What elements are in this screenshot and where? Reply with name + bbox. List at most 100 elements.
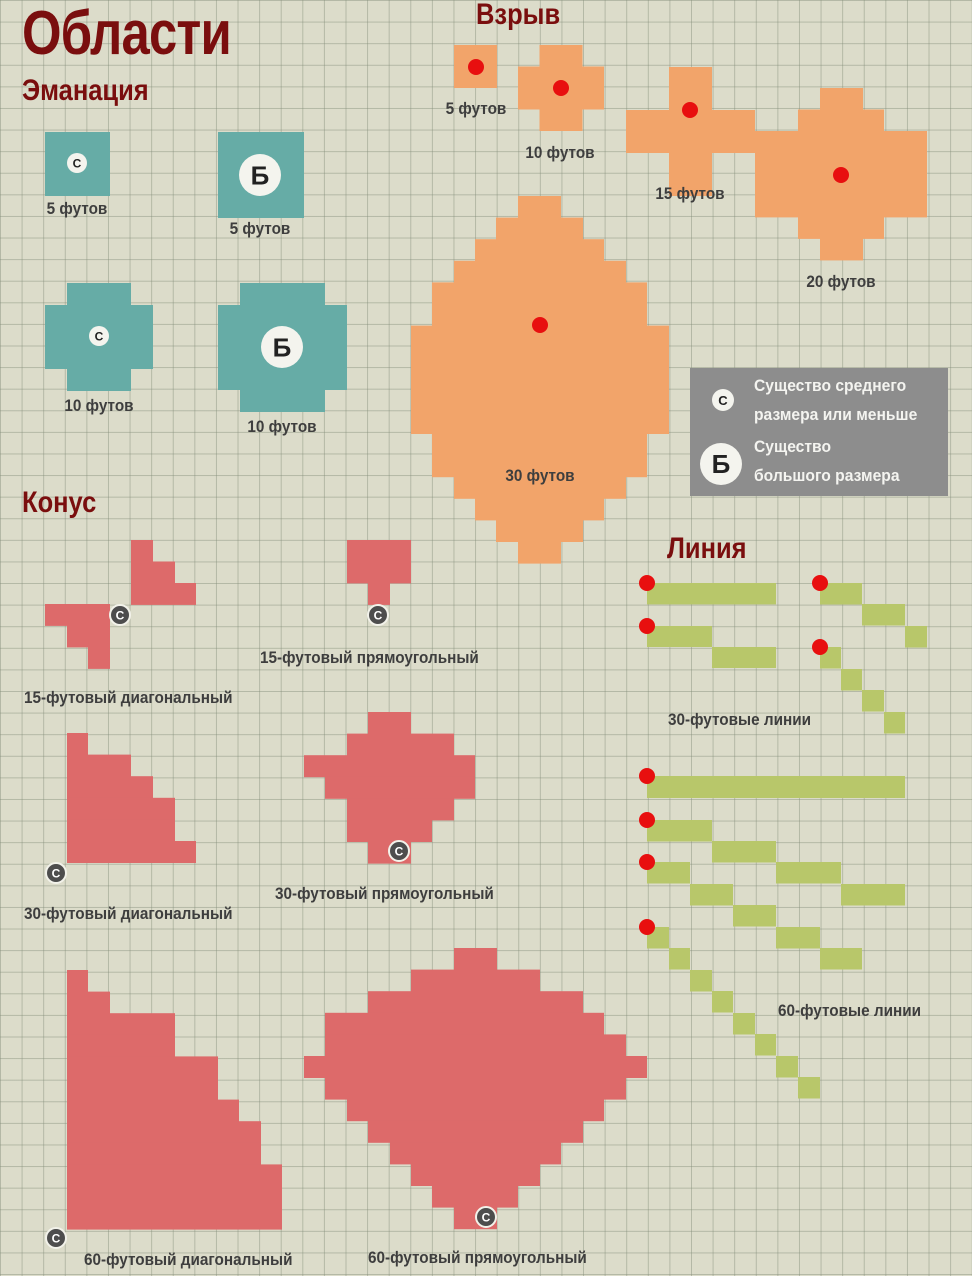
- burst-30-row: [432, 304, 647, 326]
- burst-label-30: 30 футов: [505, 466, 575, 485]
- line-60-diag: [733, 1013, 755, 1035]
- legend-large-line2: большого размера: [754, 466, 900, 485]
- line-60-step-b: [733, 905, 776, 927]
- emanation-label-large-5: 5 футов: [229, 219, 291, 238]
- cone-r15-row: [347, 540, 411, 562]
- section-cone-title: Конус: [22, 486, 97, 519]
- legend-medium-line2: размера или меньше: [754, 405, 918, 424]
- cone-d15-lower-row: [88, 647, 110, 669]
- marker-cone-origin-letter: С: [395, 844, 404, 858]
- cone-r60-row: [368, 991, 583, 1014]
- line-60-step-a: [647, 820, 712, 842]
- cone-label-r15: 15-футовый прямоугольный: [260, 648, 479, 667]
- origin-dot: [532, 317, 548, 333]
- origin-dot: [639, 854, 655, 870]
- cone-r60-row: [390, 1142, 561, 1165]
- cone-d30-row: [67, 841, 196, 863]
- line-60-step-a: [841, 884, 905, 906]
- cone-d60-row: [67, 1207, 282, 1230]
- burst-20-row: [755, 131, 927, 153]
- cone-d15-lower-row: [67, 625, 110, 648]
- marker-medium-circle: [67, 153, 87, 173]
- cone-r60-row: [411, 969, 540, 992]
- cone-d15-upper-row: [131, 540, 153, 562]
- marker-medium-letter: С: [95, 329, 104, 343]
- cone-label-r60: 60-футовый прямоугольный: [368, 1248, 587, 1267]
- burst-20-row: [755, 195, 927, 218]
- cone-r30-row: [304, 755, 475, 778]
- cone-d60-row: [67, 1164, 282, 1187]
- line-60-step-b: [820, 948, 862, 970]
- line-60-diag: [712, 991, 733, 1013]
- cone-label-d15: 15-футовый диагональный: [24, 688, 233, 707]
- marker-large-circle: [261, 326, 303, 368]
- line-30-diag-b: [862, 690, 884, 712]
- burst-20-row: [820, 88, 863, 110]
- burst-30-row: [454, 476, 626, 499]
- burst-30-row: [411, 325, 669, 348]
- cone-d60-row: [67, 1121, 261, 1144]
- cone-r60-row: [368, 1120, 583, 1143]
- marker-large-letter: Б: [251, 160, 270, 190]
- marker-cone-origin-letter: С: [52, 866, 61, 880]
- burst-label-15: 15 футов: [655, 184, 725, 203]
- cone-d30-row: [67, 819, 175, 842]
- cone-r60-row: [432, 1185, 518, 1208]
- cone-d60-row: [67, 1142, 261, 1165]
- marker-cone-origin-circle: [475, 1206, 497, 1228]
- burst-label-5: 5 футов: [445, 99, 507, 118]
- legend-box: С Существо среднего размера или меньше Б…: [690, 368, 948, 496]
- section-emanation-title: Эманация: [22, 74, 149, 107]
- burst-label-10: 10 футов: [525, 143, 595, 162]
- origin-dot: [639, 618, 655, 634]
- cone-d60-row: [67, 1034, 175, 1057]
- burst-30-row: [432, 455, 647, 478]
- cone-r60-row: [325, 1034, 626, 1057]
- origin-dot: [639, 575, 655, 591]
- burst-30-row: [432, 433, 647, 456]
- marker-cone-origin-circle: [388, 840, 410, 862]
- cone-d15-lower-row: [45, 604, 110, 626]
- burst-30-row: [496, 520, 583, 542]
- burst-20-row: [820, 238, 863, 261]
- origin-dot: [833, 167, 849, 183]
- burst-30-row: [518, 541, 561, 564]
- marker-medium-letter: С: [73, 156, 82, 170]
- line-30-straight-row: [647, 583, 776, 605]
- burst-30-row: [518, 196, 561, 218]
- marker-cone-origin-circle: [367, 604, 389, 626]
- cone-label-d30: 30-футовый диагональный: [24, 904, 233, 923]
- burst-30-row: [411, 368, 669, 391]
- cone-label-r30: 30-футовый прямоугольный: [275, 884, 494, 903]
- section-line-title: Линия: [667, 532, 747, 565]
- origin-dot: [639, 919, 655, 935]
- line-60-step-b: [776, 927, 820, 949]
- origin-dot: [553, 80, 569, 96]
- marker-cone-origin-letter: С: [482, 1210, 491, 1224]
- cone-r60-row: [325, 1077, 626, 1100]
- legend-large-line1: Существо: [754, 437, 832, 456]
- cone-d60-row: [67, 1078, 218, 1100]
- cone-r60-row: [411, 1164, 540, 1186]
- cone-r15-row: [347, 561, 411, 584]
- cone-d30-row: [67, 776, 153, 799]
- cone-r30-row: [325, 776, 475, 799]
- cone-d60-row: [67, 1013, 175, 1036]
- burst-30-row: [475, 498, 604, 521]
- burst-30-row: [496, 217, 583, 240]
- line-30-diag-a: [862, 604, 905, 626]
- line-60-step-a: [712, 841, 776, 863]
- origin-dot: [639, 768, 655, 784]
- line-label-60: 60-футовые линии: [778, 1001, 922, 1020]
- burst-20-row: [798, 217, 884, 239]
- legend-medium-line1: Существо среднего: [754, 376, 907, 395]
- cone-r60-row: [325, 1012, 604, 1035]
- cone-r30-row: [347, 820, 432, 842]
- emanation-label-large-10: 10 футов: [247, 417, 317, 436]
- legend-large-icon: Б: [700, 443, 742, 485]
- line-30-step: [647, 626, 712, 647]
- burst-15: [626, 67, 755, 196]
- cone-d60-row: [67, 970, 88, 992]
- cone-label-d60: 60-футовый диагональный: [84, 1250, 293, 1269]
